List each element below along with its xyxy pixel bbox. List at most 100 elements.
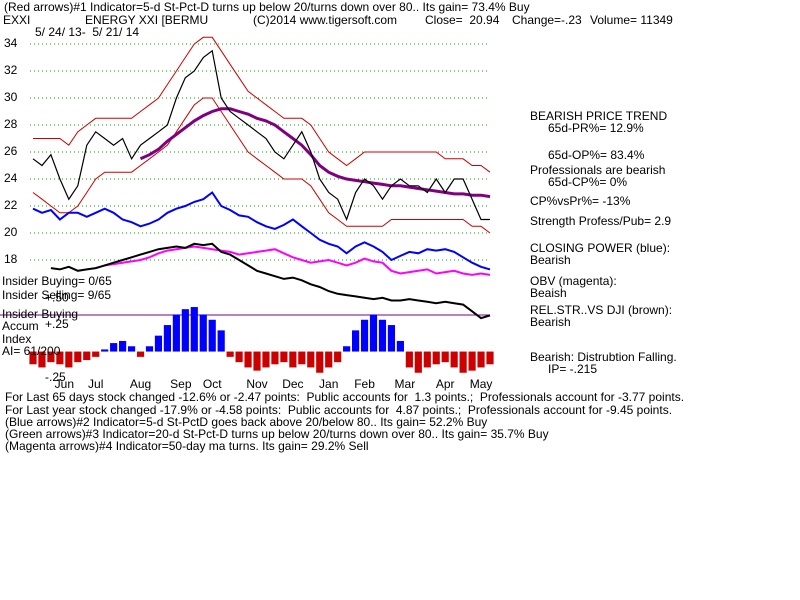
- x-tick-label: Jun: [55, 377, 74, 391]
- ai-bar: [387, 325, 396, 352]
- y-tick-label: 32: [4, 63, 18, 77]
- ai-bar: [101, 349, 109, 352]
- ai-bar: [352, 330, 360, 352]
- ai-bar: [226, 351, 234, 357]
- ai-bar: [334, 351, 342, 363]
- left-label: Insider Buying: [2, 307, 78, 321]
- side-note: CLOSING POWER (blue):: [530, 241, 670, 255]
- ai-bar: [360, 319, 369, 352]
- footer-line: For Last 65 days stock changed -12.6% or…: [5, 390, 684, 404]
- x-tick-label: Feb: [354, 377, 375, 391]
- series-line: [32, 191, 491, 271]
- ai-bar: [468, 351, 476, 371]
- ai-bar: [298, 351, 306, 365]
- ai-bar: [280, 351, 288, 363]
- side-note: BEARISH PRICE TREND: [530, 109, 667, 123]
- x-tick-label: Jul: [88, 377, 103, 391]
- ai-bar: [38, 351, 46, 368]
- ai-bar: [83, 351, 91, 361]
- ai-bar: [396, 340, 404, 352]
- ai-bar: [414, 351, 422, 373]
- y2-tick-label: +.25: [45, 317, 69, 331]
- copyright: (C)2014 www.tigersoft.com: [253, 13, 397, 27]
- ai-bar: [271, 351, 279, 365]
- side-note: Bearish: Distrubtion Falling.: [530, 350, 677, 364]
- y-tick-label: 26: [4, 144, 18, 158]
- header-line: (Red arrows)#1 Indicator=5-d St-Pct-D tu…: [4, 0, 530, 14]
- change: Change=-.23: [512, 13, 582, 27]
- y2-tick-label: +.50: [45, 291, 69, 305]
- ai-bar: [432, 351, 440, 365]
- footer-line: For Last year stock changed -17.9% or -4…: [5, 403, 672, 417]
- y-tick-label: 24: [4, 171, 18, 185]
- y-tick-label: 22: [4, 198, 18, 212]
- ai-bar: [74, 351, 82, 363]
- y-tick-label: 28: [4, 117, 18, 131]
- ai-bar: [217, 330, 225, 352]
- ai-bar: [127, 346, 136, 352]
- ai-bar: [378, 319, 387, 352]
- series-line: [32, 49, 490, 222]
- ai-bar: [136, 351, 145, 357]
- series-line: [33, 36, 491, 173]
- symbol: EXXI: [3, 13, 30, 27]
- side-note: REL.STR..VS DJI (brown):: [530, 303, 672, 317]
- left-label: Index: [2, 332, 31, 346]
- left-label: Insider Selling= 9/65: [2, 288, 111, 302]
- ai-bar: [119, 340, 127, 352]
- close: Close= 20.94: [425, 13, 500, 27]
- ai-bar: [92, 351, 100, 357]
- ai-bar: [459, 351, 467, 373]
- ai-bar: [307, 351, 315, 368]
- series-line: [139, 107, 491, 199]
- ai-bar: [145, 346, 154, 352]
- ai-bar: [253, 351, 261, 371]
- x-tick-label: Mar: [395, 377, 416, 391]
- x-tick-label: May: [470, 377, 493, 391]
- ai-bar: [190, 307, 198, 352]
- x-tick-label: Jan: [319, 377, 338, 391]
- ai-bar: [369, 314, 378, 352]
- x-tick-label: Dec: [282, 377, 303, 391]
- x-tick-label: Apr: [436, 377, 455, 391]
- side-note: Beaish: [530, 286, 567, 300]
- ai-bar: [441, 351, 449, 363]
- ai-bar: [110, 343, 118, 352]
- x-tick-label: Nov: [246, 377, 267, 391]
- side-note: 65d-OP%= 83.4%: [548, 148, 645, 162]
- ai-bar: [343, 346, 351, 352]
- x-tick-label: Sep: [170, 377, 192, 391]
- ai-bar: [163, 325, 171, 352]
- ai-bar: [486, 351, 494, 365]
- ai-bar: [244, 351, 252, 368]
- ai-bar: [181, 309, 189, 352]
- ai-bar: [325, 351, 333, 368]
- ai-bar: [235, 351, 243, 363]
- x-tick-label: Oct: [203, 377, 222, 391]
- ai-bar: [289, 351, 297, 368]
- side-note: Bearish: [530, 253, 571, 267]
- side-note: CP%vsPr%= -13%: [530, 194, 631, 208]
- ai-bar: [208, 319, 216, 352]
- ai-bar: [477, 351, 485, 368]
- left-label: Insider Buying= 0/65: [2, 274, 112, 288]
- y-tick-label: 34: [4, 36, 18, 50]
- series-line: [104, 245, 491, 276]
- y2-tick-label: -.25: [45, 370, 66, 384]
- footer-line: (Blue arrows)#2 Indicator=5-d St-PctD go…: [5, 415, 487, 429]
- ai-bar: [316, 351, 324, 373]
- side-note: IP= -.215: [548, 362, 597, 376]
- y-tick-label: 18: [4, 252, 18, 266]
- side-note: OBV (magenta):: [530, 274, 617, 288]
- ai-bar: [262, 351, 270, 368]
- side-note: Professionals are bearish: [530, 163, 665, 177]
- left-label: Accum: [2, 319, 39, 333]
- side-note: 65d-PR%= 12.9%: [548, 121, 644, 135]
- ai-bar: [47, 351, 55, 363]
- y-tick-label: 30: [4, 90, 18, 104]
- y-tick-label: 20: [4, 225, 18, 239]
- volume: Volume= 11349: [590, 13, 673, 27]
